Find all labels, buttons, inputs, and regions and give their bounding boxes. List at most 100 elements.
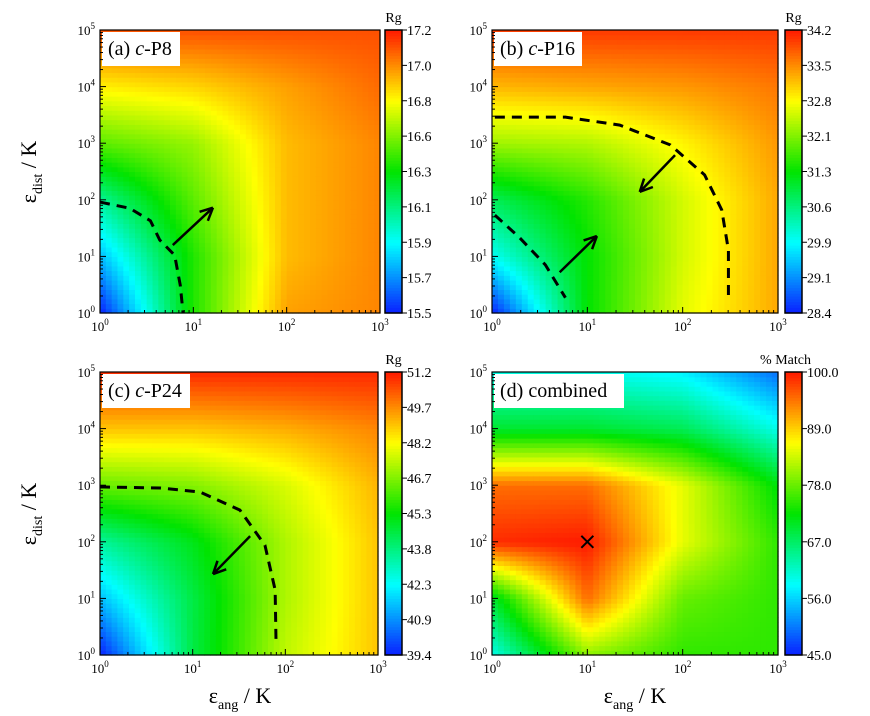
heatmap-cell	[581, 261, 588, 267]
heatmap-cell	[563, 204, 571, 210]
heatmap-cell	[205, 110, 212, 116]
heatmap-cell	[587, 77, 594, 83]
heatmap-cell	[304, 129, 311, 135]
heatmap-cell	[298, 110, 305, 116]
heatmap-cell	[339, 261, 346, 267]
colorbar-segment	[385, 230, 402, 235]
heatmap-cell	[298, 77, 305, 83]
heatmap-cell	[635, 275, 642, 281]
heatmap-cell	[356, 289, 364, 295]
heatmap-cell	[333, 119, 340, 125]
heatmap-cell	[327, 246, 334, 253]
heatmap-cell	[210, 114, 218, 121]
heatmap-cell	[269, 152, 276, 158]
heatmap-cell	[356, 199, 364, 206]
heatmap-cell	[527, 72, 535, 78]
heatmap-cell	[263, 228, 270, 234]
heatmap-cell	[158, 199, 165, 206]
heatmap-cell	[310, 100, 317, 107]
heatmap-cell	[356, 213, 364, 220]
heatmap-cell	[222, 209, 229, 215]
heatmap-cell	[629, 77, 636, 83]
heatmap-cell	[199, 232, 206, 239]
heatmap-cell	[105, 162, 113, 168]
heatmap-cell	[222, 133, 229, 140]
heatmap-cell	[129, 105, 136, 111]
heatmap-cell	[593, 308, 600, 314]
heatmap-cell	[599, 303, 606, 309]
heatmap-cell	[623, 246, 630, 253]
colorbar-segment	[385, 225, 402, 229]
heatmap-cell	[315, 223, 323, 229]
heatmap-cell	[617, 81, 624, 88]
heatmap-cell	[158, 81, 165, 88]
heatmap-cell	[539, 279, 547, 286]
heatmap-cell	[315, 147, 323, 154]
heatmap-cell	[140, 86, 148, 92]
heatmap-cell	[292, 67, 299, 74]
heatmap-cell	[175, 218, 183, 224]
heatmap-cell	[292, 218, 299, 224]
heatmap-cell	[251, 63, 259, 69]
heatmap-cell	[503, 176, 511, 182]
heatmap-cell	[304, 44, 311, 50]
heatmap-cell	[280, 261, 288, 267]
heatmap-cell	[551, 232, 559, 239]
heatmap-cell	[635, 100, 642, 107]
heatmap-cell	[135, 294, 142, 300]
heatmap-cell	[321, 133, 329, 140]
heatmap-cell	[269, 162, 276, 168]
heatmap-cell	[599, 199, 606, 206]
heatmap-cell	[257, 199, 264, 206]
heatmap-cell	[298, 58, 305, 64]
heatmap-cell	[216, 39, 224, 45]
heatmap-cell	[545, 77, 553, 83]
heatmap-cell	[617, 228, 624, 234]
heatmap-cell	[123, 143, 130, 149]
heatmap-cell	[286, 246, 294, 253]
heatmap-cell	[551, 199, 559, 206]
heatmap-cell	[245, 157, 253, 163]
heatmap-cell	[117, 72, 124, 78]
heatmap-cell	[216, 298, 224, 305]
heatmap-cell	[135, 157, 142, 163]
heatmap-cell	[286, 77, 294, 83]
heatmap-cell	[646, 119, 654, 125]
heatmap-cell	[100, 86, 107, 92]
heatmap-cell	[234, 289, 241, 295]
heatmap-cell	[181, 96, 189, 102]
plot-frame	[99, 29, 381, 314]
heatmap-cell	[533, 124, 541, 130]
heatmap-cell	[362, 162, 369, 168]
heatmap-cell	[251, 171, 259, 177]
heatmap-cell	[362, 171, 369, 177]
heatmap-cell	[105, 261, 113, 267]
heatmap-cell	[345, 223, 352, 229]
heatmap-cell	[216, 213, 224, 220]
heatmap-cell	[640, 138, 648, 144]
heatmap-cell	[216, 114, 224, 121]
heatmap-cell	[557, 105, 565, 111]
heatmap-cell	[100, 190, 107, 196]
heatmap-cell	[292, 53, 299, 59]
heatmap-cell	[635, 72, 642, 78]
heatmap-cell	[286, 204, 294, 210]
heatmap-cell	[587, 294, 594, 300]
heatmap-cell	[315, 39, 323, 45]
heatmap-cell	[298, 67, 305, 74]
heatmap-cell	[199, 119, 206, 125]
heatmap-cell	[327, 147, 334, 154]
heatmap-cell	[298, 105, 305, 111]
heatmap-cell	[557, 284, 565, 291]
heatmap-cell	[210, 246, 218, 253]
heatmap-cell	[298, 166, 305, 173]
heatmap-cell	[492, 298, 499, 305]
heatmap-cell	[339, 119, 346, 125]
heatmap-cell	[492, 133, 499, 140]
heatmap-cell	[569, 77, 577, 83]
heatmap-cell	[646, 44, 654, 50]
heatmap-cell	[581, 308, 588, 314]
heatmap-cell	[664, 298, 672, 305]
heatmap-cell	[286, 237, 294, 243]
heatmap-cell	[605, 303, 612, 309]
